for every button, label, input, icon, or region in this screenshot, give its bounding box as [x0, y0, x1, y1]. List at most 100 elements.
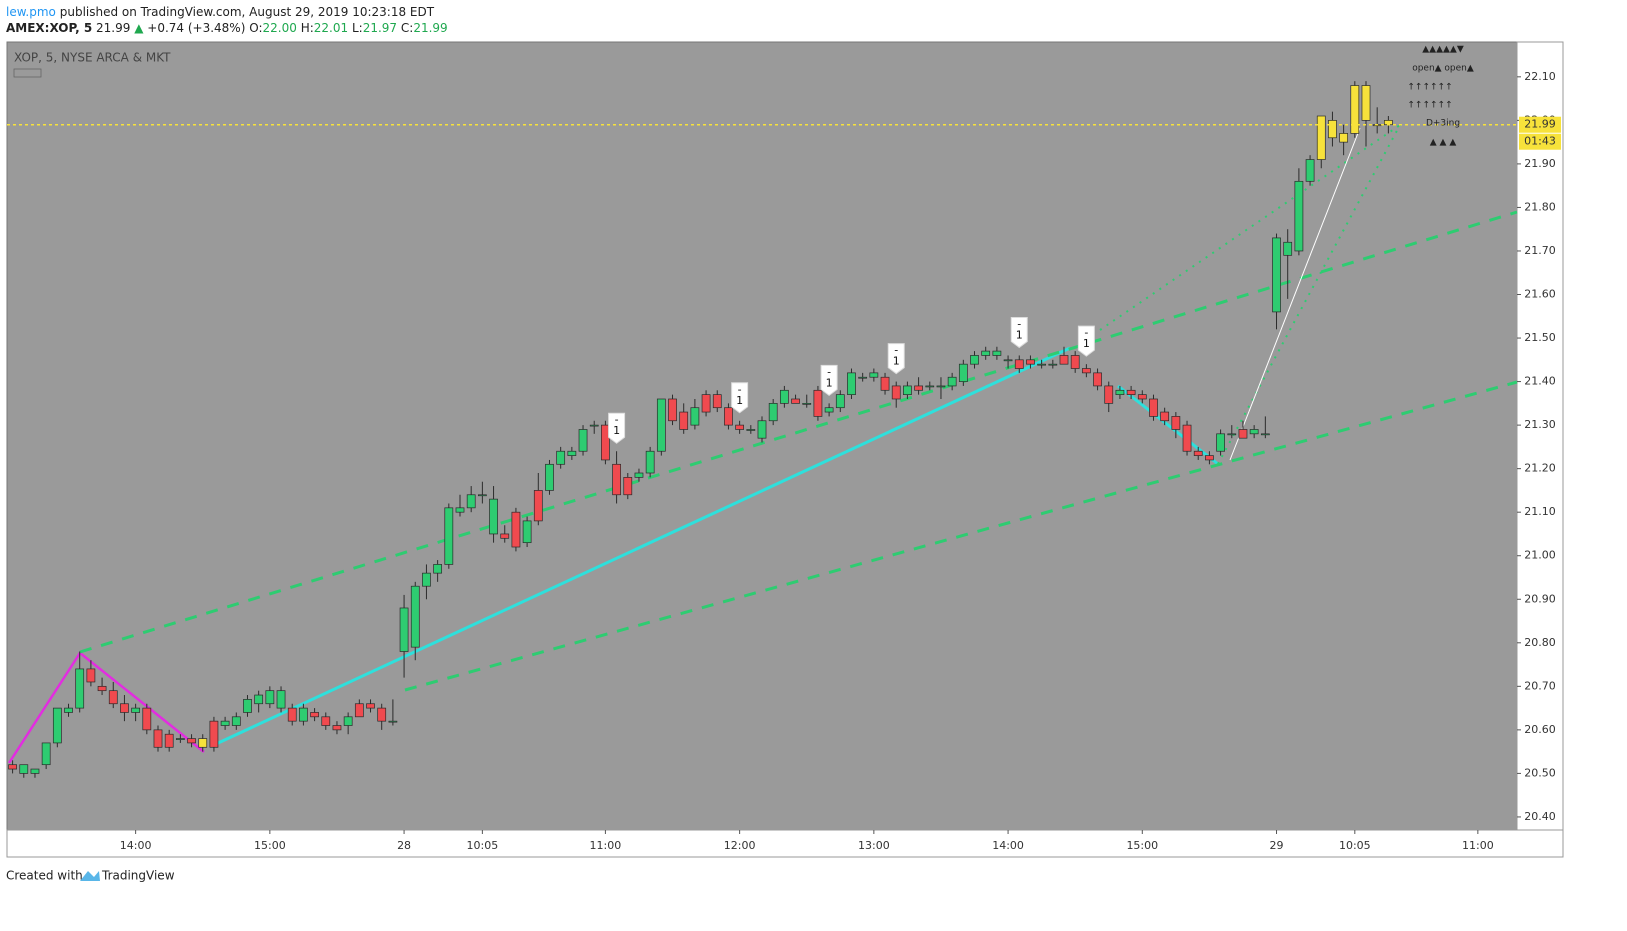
candle-body: [1294, 180, 1304, 252]
x-tick-label: 10:05: [467, 839, 499, 852]
candle-body: [735, 424, 745, 430]
candle-body: [712, 394, 722, 409]
candle-body: [1339, 133, 1349, 143]
arrow: ▲: [134, 21, 144, 35]
candle-body: [925, 385, 935, 388]
candle-body: [1003, 359, 1013, 362]
candle-body: [533, 490, 543, 522]
h-label: H:: [301, 21, 314, 35]
candle-body: [1137, 394, 1147, 400]
signal-bottom: 1: [1083, 337, 1090, 350]
candle-body: [645, 450, 655, 474]
indicator-text: ↑↑↑↑↑↑: [1407, 101, 1452, 111]
x-tick-label: 15:00: [254, 839, 286, 852]
candle-body: [567, 450, 577, 456]
candle-body: [1216, 433, 1225, 452]
candle-body: [511, 511, 521, 548]
footer: Created with TradingView: [6, 869, 175, 883]
candle-body: [41, 742, 51, 766]
signal-top: -: [738, 383, 742, 396]
candle-body: [701, 394, 711, 413]
candle-body: [835, 394, 845, 409]
candle-body: [142, 707, 152, 731]
x-tick-label: 15:00: [1126, 839, 1158, 852]
y-tick-label: 21.60: [1524, 288, 1556, 301]
y-tick-label: 22.10: [1524, 70, 1556, 83]
candle-body: [19, 764, 29, 774]
candle-body: [455, 507, 465, 513]
candle-body: [1081, 368, 1091, 374]
candle-body: [779, 389, 789, 404]
candle-body: [556, 450, 566, 465]
candle-body: [231, 716, 241, 726]
candle-body: [847, 372, 856, 395]
x-tick-label: 14:00: [992, 839, 1024, 852]
candle-body: [813, 389, 823, 417]
y-tick-label: 20.50: [1524, 766, 1556, 779]
candle-body: [1182, 424, 1192, 452]
candle-body: [30, 768, 40, 774]
logo: [80, 871, 100, 881]
candle-body: [120, 703, 129, 713]
x-tick-label: 12:00: [724, 839, 756, 852]
candle-body: [276, 690, 286, 709]
candle-body: [936, 385, 946, 388]
candle-body: [97, 685, 107, 692]
signal-bottom: 1: [826, 376, 833, 389]
candle-body: [992, 350, 1002, 356]
x-tick-label: 28: [397, 839, 411, 852]
published: published on TradingView.com, August 29,…: [60, 5, 435, 19]
candle-body: [477, 494, 487, 497]
candle-body: [399, 607, 409, 652]
candles: [8, 81, 1393, 778]
y-tick-label: 20.90: [1524, 592, 1556, 605]
last: 21.99: [96, 21, 130, 35]
candle-body: [220, 720, 230, 726]
candle-body: [690, 407, 700, 426]
candle-body: [175, 738, 185, 740]
signal-flag: [820, 364, 838, 396]
candle-body: [287, 707, 297, 722]
last-price-box: [1519, 116, 1561, 133]
candle-body: [824, 407, 834, 413]
candle-body: [1205, 455, 1214, 461]
candle-body: [299, 707, 308, 722]
candle-body: [64, 707, 73, 713]
candle-body: [153, 729, 163, 748]
candle-body: [422, 572, 431, 587]
signal-flag: [1077, 325, 1095, 357]
candle-body: [187, 738, 196, 744]
signal-top: -: [615, 413, 619, 426]
candle-body: [858, 376, 868, 379]
candle-body: [1126, 389, 1136, 395]
candle-body: [1059, 355, 1069, 365]
signal-top: -: [827, 365, 831, 378]
indicator-text: ↑↑↑↑↑↑: [1407, 83, 1452, 93]
footer-brand[interactable]: TradingView: [101, 869, 175, 883]
channel-line: [79, 210, 1518, 654]
signal-bottom: 1: [1016, 328, 1023, 341]
y-tick-label: 21.00: [1524, 549, 1556, 562]
y-tick-label: 21.20: [1524, 462, 1556, 475]
candle-body: [768, 402, 778, 422]
candle-body: [1160, 411, 1170, 422]
candle-body: [466, 494, 476, 509]
candle-body: [1350, 85, 1360, 134]
candle-body: [8, 764, 17, 770]
symbol: AMEX:XOP, 5: [6, 21, 92, 35]
candle-body: [1149, 398, 1158, 417]
candle-body: [869, 372, 879, 378]
y-tick-label: 20.80: [1524, 636, 1556, 649]
candle-body: [545, 463, 554, 491]
signal-bottom: 1: [893, 355, 900, 368]
y-tick-label: 21.40: [1524, 375, 1556, 388]
candle-body: [578, 429, 588, 452]
candle-body: [903, 385, 912, 395]
x-tick-label: 14:00: [120, 839, 152, 852]
countdown-box: [1519, 133, 1561, 150]
header-line-2: AMEX:XOP, 5 21.99 ▲ +0.74 (+3.48%) O:22.…: [6, 21, 448, 35]
candle-body: [1316, 115, 1326, 160]
author[interactable]: lew.pmo: [6, 5, 56, 19]
